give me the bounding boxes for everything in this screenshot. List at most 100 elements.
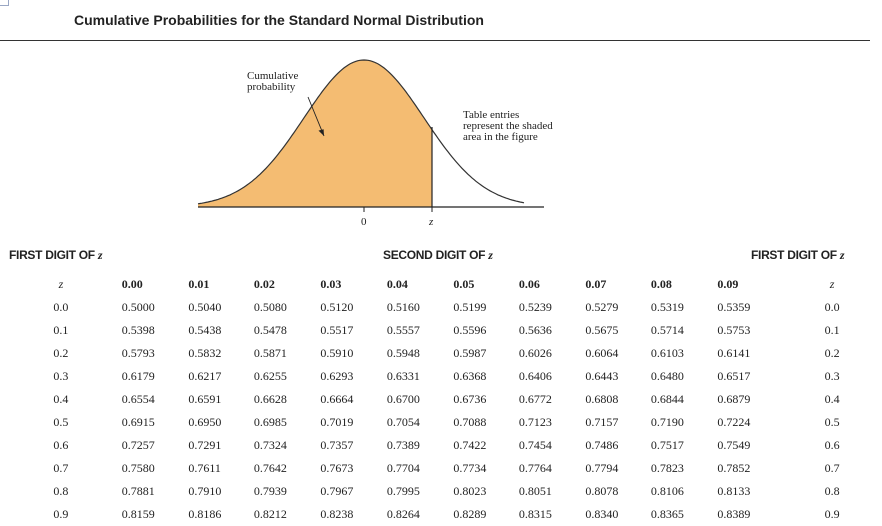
column-header: 0.02 <box>253 276 275 291</box>
probability-cell: 0.6554 <box>121 392 155 406</box>
z-value-left: 0.1 <box>53 323 69 337</box>
probability-cell: 0.5948 <box>386 346 420 360</box>
z-value-right: 0.9 <box>824 507 840 521</box>
probability-cell: 0.6179 <box>121 369 155 383</box>
probability-cell: 0.8078 <box>585 484 619 498</box>
probability-cell: 0.6950 <box>188 415 222 429</box>
probability-cell: 0.8264 <box>386 507 420 521</box>
table-row: 0.8 0.7881 0.7910 0.7939 0.7967 0.7995 0.8023 0… <box>0 480 870 503</box>
probability-cell: 0.7324 <box>253 438 287 452</box>
probability-cell: 0.5753 <box>717 323 751 337</box>
probability-cell: 0.6255 <box>253 369 287 383</box>
probability-cell: 0.7549 <box>717 438 751 452</box>
probability-cell: 0.5080 <box>253 300 287 314</box>
probability-cell: 0.7823 <box>650 461 684 475</box>
probability-cell: 0.5714 <box>650 323 684 337</box>
probability-cell: 0.7517 <box>650 438 684 452</box>
probability-cell: 0.5517 <box>320 323 354 337</box>
z-value-left: 0.0 <box>53 300 69 314</box>
probability-cell: 0.7054 <box>386 415 420 429</box>
table-row: 0.3 0.6179 0.6217 0.6255 0.6293 0.6331 0.6368 0… <box>0 365 870 388</box>
z-value-left: 0.4 <box>53 392 69 406</box>
probability-cell: 0.6064 <box>585 346 619 360</box>
document-corner-icon <box>0 0 9 6</box>
probability-cell: 0.5832 <box>188 346 222 360</box>
cumulative-probability-label: Cumulative probability <box>247 70 299 93</box>
z-value-right: 0.5 <box>824 415 840 429</box>
probability-cell: 0.6293 <box>320 369 354 383</box>
z-value-left: 0.2 <box>53 346 69 360</box>
probability-cell: 0.8365 <box>650 507 684 521</box>
z-value-left: 0.5 <box>53 415 69 429</box>
probability-cell: 0.7157 <box>585 415 619 429</box>
probability-cell: 0.6026 <box>518 346 552 360</box>
probability-cell: 0.8186 <box>188 507 222 521</box>
table-header-row: z 0.00 0.01 0.02 0.03 0.04 0.05 0.06 0.0… <box>0 272 870 296</box>
probability-cell: 0.5793 <box>121 346 155 360</box>
probability-cell: 0.7389 <box>386 438 420 452</box>
probability-cell: 0.7190 <box>650 415 684 429</box>
pointer-arrow-head <box>318 129 324 136</box>
probability-cell: 0.6664 <box>320 392 354 406</box>
probability-cell: 0.5636 <box>518 323 552 337</box>
probability-cell: 0.7123 <box>518 415 552 429</box>
z-value-right: 0.7 <box>824 461 840 475</box>
probability-cell: 0.7673 <box>320 461 354 475</box>
table-row: 0.9 0.8159 0.8186 0.8212 0.8238 0.8264 0.8289 0… <box>0 503 870 526</box>
probability-cell: 0.8212 <box>253 507 287 521</box>
column-header: 0.05 <box>453 276 475 291</box>
probability-cell: 0.7764 <box>518 461 552 475</box>
probability-cell: 0.6480 <box>650 369 684 383</box>
probability-cell: 0.7794 <box>585 461 619 475</box>
probability-cell: 0.6915 <box>121 415 155 429</box>
bell-curve-graphic <box>197 59 544 212</box>
column-header: 0.08 <box>650 276 672 291</box>
probability-cell: 0.7910 <box>188 484 222 498</box>
probability-cell: 0.5319 <box>650 300 684 314</box>
first-digit-header-right: FIRST DIGIT OF z <box>751 248 845 263</box>
probability-cell: 0.7611 <box>188 461 221 475</box>
probability-cell: 0.7852 <box>717 461 751 475</box>
probability-cell: 0.5120 <box>320 300 354 314</box>
table-row: 0.6 0.7257 0.7291 0.7324 0.7357 0.7389 0.7422 0… <box>0 434 870 457</box>
pointer-arrow-line <box>307 96 325 137</box>
probability-cell: 0.6591 <box>188 392 222 406</box>
probability-cell: 0.7422 <box>453 438 487 452</box>
z-value-right: 0.2 <box>824 346 840 360</box>
probability-cell: 0.5871 <box>253 346 287 360</box>
second-digit-header-z: z <box>488 248 493 262</box>
probability-cell: 0.6628 <box>253 392 287 406</box>
probability-cell: 0.6443 <box>585 369 619 383</box>
probability-cell: 0.7257 <box>121 438 155 452</box>
probability-cell: 0.7224 <box>717 415 751 429</box>
probability-cell: 0.5596 <box>453 323 487 337</box>
probability-cell: 0.6103 <box>650 346 684 360</box>
probability-cell: 0.5279 <box>585 300 619 314</box>
z-value-right: 0.1 <box>824 323 840 337</box>
probability-cell: 0.6736 <box>453 392 487 406</box>
probability-cell: 0.7734 <box>453 461 487 475</box>
second-digit-header-text: SECOND DIGIT OF <box>383 248 489 262</box>
z-column-header-left: z <box>58 276 64 291</box>
probability-cell: 0.8315 <box>518 507 552 521</box>
probability-cell: 0.5557 <box>386 323 420 337</box>
probability-cell: 0.5478 <box>253 323 287 337</box>
probability-cell: 0.5675 <box>585 323 619 337</box>
probability-cell: 0.7967 <box>320 484 354 498</box>
probability-cell: 0.7454 <box>518 438 552 452</box>
probability-cell: 0.5359 <box>717 300 751 314</box>
table-entries-note: Table entries represent the shaded area … <box>463 109 553 143</box>
probability-cell: 0.8289 <box>453 507 487 521</box>
probability-cell: 0.8051 <box>518 484 552 498</box>
probability-cell: 0.6844 <box>650 392 684 406</box>
table-row: 0.7 0.7580 0.7611 0.7642 0.7673 0.7704 0.7734 0… <box>0 457 870 480</box>
probability-cell: 0.8106 <box>650 484 684 498</box>
probability-cell: 0.8238 <box>320 507 354 521</box>
probability-cell: 0.7881 <box>121 484 155 498</box>
probability-cell: 0.6406 <box>518 369 552 383</box>
z-value-right: 0.4 <box>824 392 840 406</box>
probability-cell: 0.7704 <box>386 461 420 475</box>
column-header: 0.03 <box>320 276 342 291</box>
probability-cell: 0.5160 <box>386 300 420 314</box>
z-probability-table: z 0.00 0.01 0.02 0.03 0.04 0.05 0.06 0.0… <box>0 272 870 526</box>
